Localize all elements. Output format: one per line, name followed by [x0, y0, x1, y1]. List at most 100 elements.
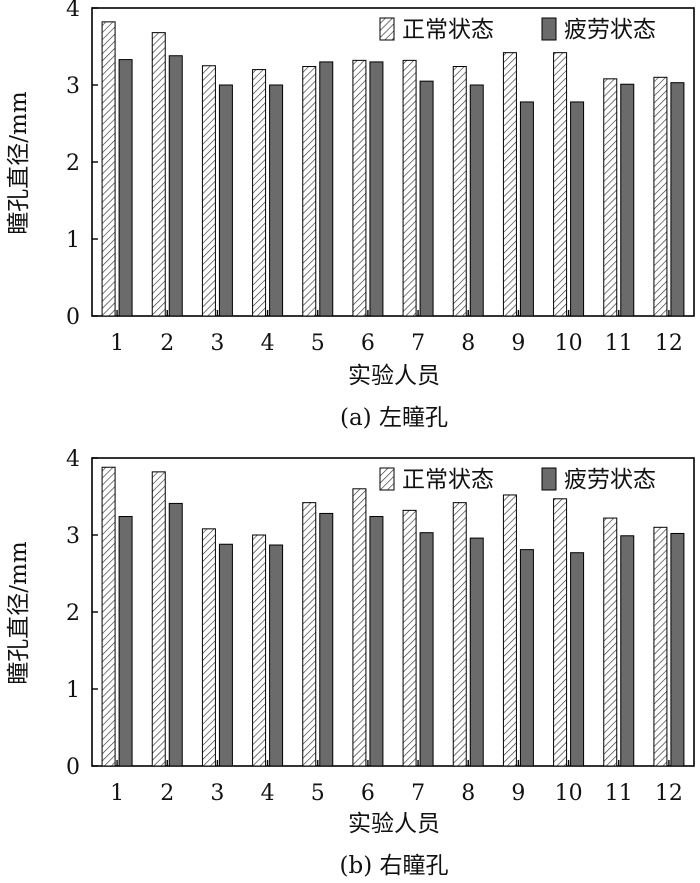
x-tick-label: 3: [210, 331, 224, 356]
bar-normal-state: [653, 526, 668, 767]
bar-normal-state: [603, 517, 618, 767]
legend-swatch-normal: [379, 17, 395, 41]
bar-normal-state: [201, 65, 216, 317]
bar-fatigue-state: [168, 55, 183, 317]
bar-fatigue-state: [469, 84, 484, 317]
x-tick-label: 12: [655, 331, 683, 356]
bar-fatigue-state: [218, 543, 233, 767]
bar-normal-state: [653, 76, 668, 317]
x-tick-label: 7: [411, 331, 425, 356]
bar-fatigue-state: [118, 516, 133, 767]
y-tick-label: 0: [66, 755, 80, 780]
bar-normal-state: [101, 21, 116, 317]
y-axis-label: 瞳孔直径/mm: [6, 541, 32, 685]
y-tick-label: 4: [66, 0, 80, 22]
y-axis-label: 瞳孔直径/mm: [6, 91, 32, 235]
bar-fatigue-state: [269, 544, 284, 767]
x-tick-label: 8: [461, 331, 475, 356]
x-tick-label: 1: [110, 331, 124, 356]
x-tick-label: 6: [361, 781, 375, 806]
bar-normal-state: [101, 466, 116, 767]
bar-normal-state: [201, 528, 216, 767]
bar-normal-state: [302, 502, 317, 767]
bar-fatigue-state: [118, 59, 133, 317]
bar-normal-state: [302, 66, 317, 317]
legend: 正常状态 疲劳状态: [379, 17, 656, 43]
legend: 正常状态 疲劳状态: [379, 467, 656, 493]
x-tick-label: 10: [555, 781, 583, 806]
x-tick-label: 11: [605, 781, 633, 806]
x-tick-label: 11: [605, 331, 633, 356]
bar-fatigue-state: [570, 101, 585, 317]
bar-fatigue-state: [369, 61, 384, 317]
bar-fatigue-state: [168, 502, 183, 767]
y-tick-label: 3: [66, 74, 80, 99]
bar-fatigue-state: [319, 512, 334, 767]
x-tick-label: 4: [261, 331, 275, 356]
x-tick-label: 4: [261, 781, 275, 806]
bar-fatigue-state: [620, 535, 635, 767]
legend-swatch-normal: [379, 467, 395, 491]
panel-caption: (b) 右瞳孔: [340, 853, 449, 879]
bar-fatigue-state: [670, 532, 685, 767]
bar-fatigue-state: [419, 80, 434, 317]
bar-fatigue-state: [419, 532, 434, 767]
bar-normal-state: [252, 534, 267, 767]
bar-fatigue-state: [670, 82, 685, 317]
bar-normal-state: [452, 502, 467, 767]
bar-fatigue-state: [519, 549, 534, 767]
bar-normal-state: [553, 52, 568, 317]
y-tick-label: 1: [66, 678, 80, 703]
bar-normal-state: [452, 66, 467, 317]
y-tick-label: 4: [66, 447, 80, 472]
bar-fatigue-state: [369, 516, 384, 767]
x-axis-label: 实验人员: [348, 811, 440, 837]
bar-normal-state: [151, 471, 166, 767]
legend-swatch-fatigue: [541, 17, 557, 41]
bar-normal-state: [553, 498, 568, 767]
x-tick-label: 10: [555, 331, 583, 356]
x-tick-label: 2: [160, 331, 174, 356]
bar-normal-state: [352, 488, 367, 767]
legend-label-fatigue: 疲劳状态: [564, 467, 656, 493]
y-tick-label: 0: [66, 305, 80, 330]
x-tick-label: 7: [411, 781, 425, 806]
y-tick-label: 3: [66, 524, 80, 549]
x-tick-label: 5: [311, 331, 325, 356]
x-tick-label: 3: [210, 781, 224, 806]
x-tick-label: 8: [461, 781, 475, 806]
legend-label-normal: 正常状态: [402, 467, 494, 493]
bar-fatigue-state: [519, 101, 534, 317]
y-tick-label: 1: [66, 228, 80, 253]
x-tick-label: 6: [361, 331, 375, 356]
bar-normal-state: [402, 59, 417, 317]
x-axis-label: 实验人员: [348, 363, 440, 389]
bar-normal-state: [502, 52, 517, 317]
panel-caption: (a) 左瞳孔: [340, 405, 448, 431]
x-tick-label: 5: [311, 781, 325, 806]
y-tick-label: 2: [66, 151, 80, 176]
bar-fatigue-state: [269, 84, 284, 317]
bar-normal-state: [603, 78, 618, 317]
bar-normal-state: [352, 59, 367, 317]
bar-fatigue-state: [469, 537, 484, 767]
x-tick-label: 12: [655, 781, 683, 806]
x-tick-label: 9: [511, 781, 525, 806]
legend-label-fatigue: 疲劳状态: [564, 17, 656, 43]
bar-fatigue-state: [620, 83, 635, 317]
legend-label-normal: 正常状态: [402, 17, 494, 43]
x-tick-label: 2: [160, 781, 174, 806]
bar-normal-state: [252, 69, 267, 317]
bar-fatigue-state: [218, 84, 233, 317]
bar-fatigue-state: [570, 552, 585, 767]
y-tick-label: 2: [66, 601, 80, 626]
bar-normal-state: [502, 494, 517, 767]
x-tick-label: 9: [511, 331, 525, 356]
bar-fatigue-state: [319, 61, 334, 317]
legend-swatch-fatigue: [541, 467, 557, 491]
